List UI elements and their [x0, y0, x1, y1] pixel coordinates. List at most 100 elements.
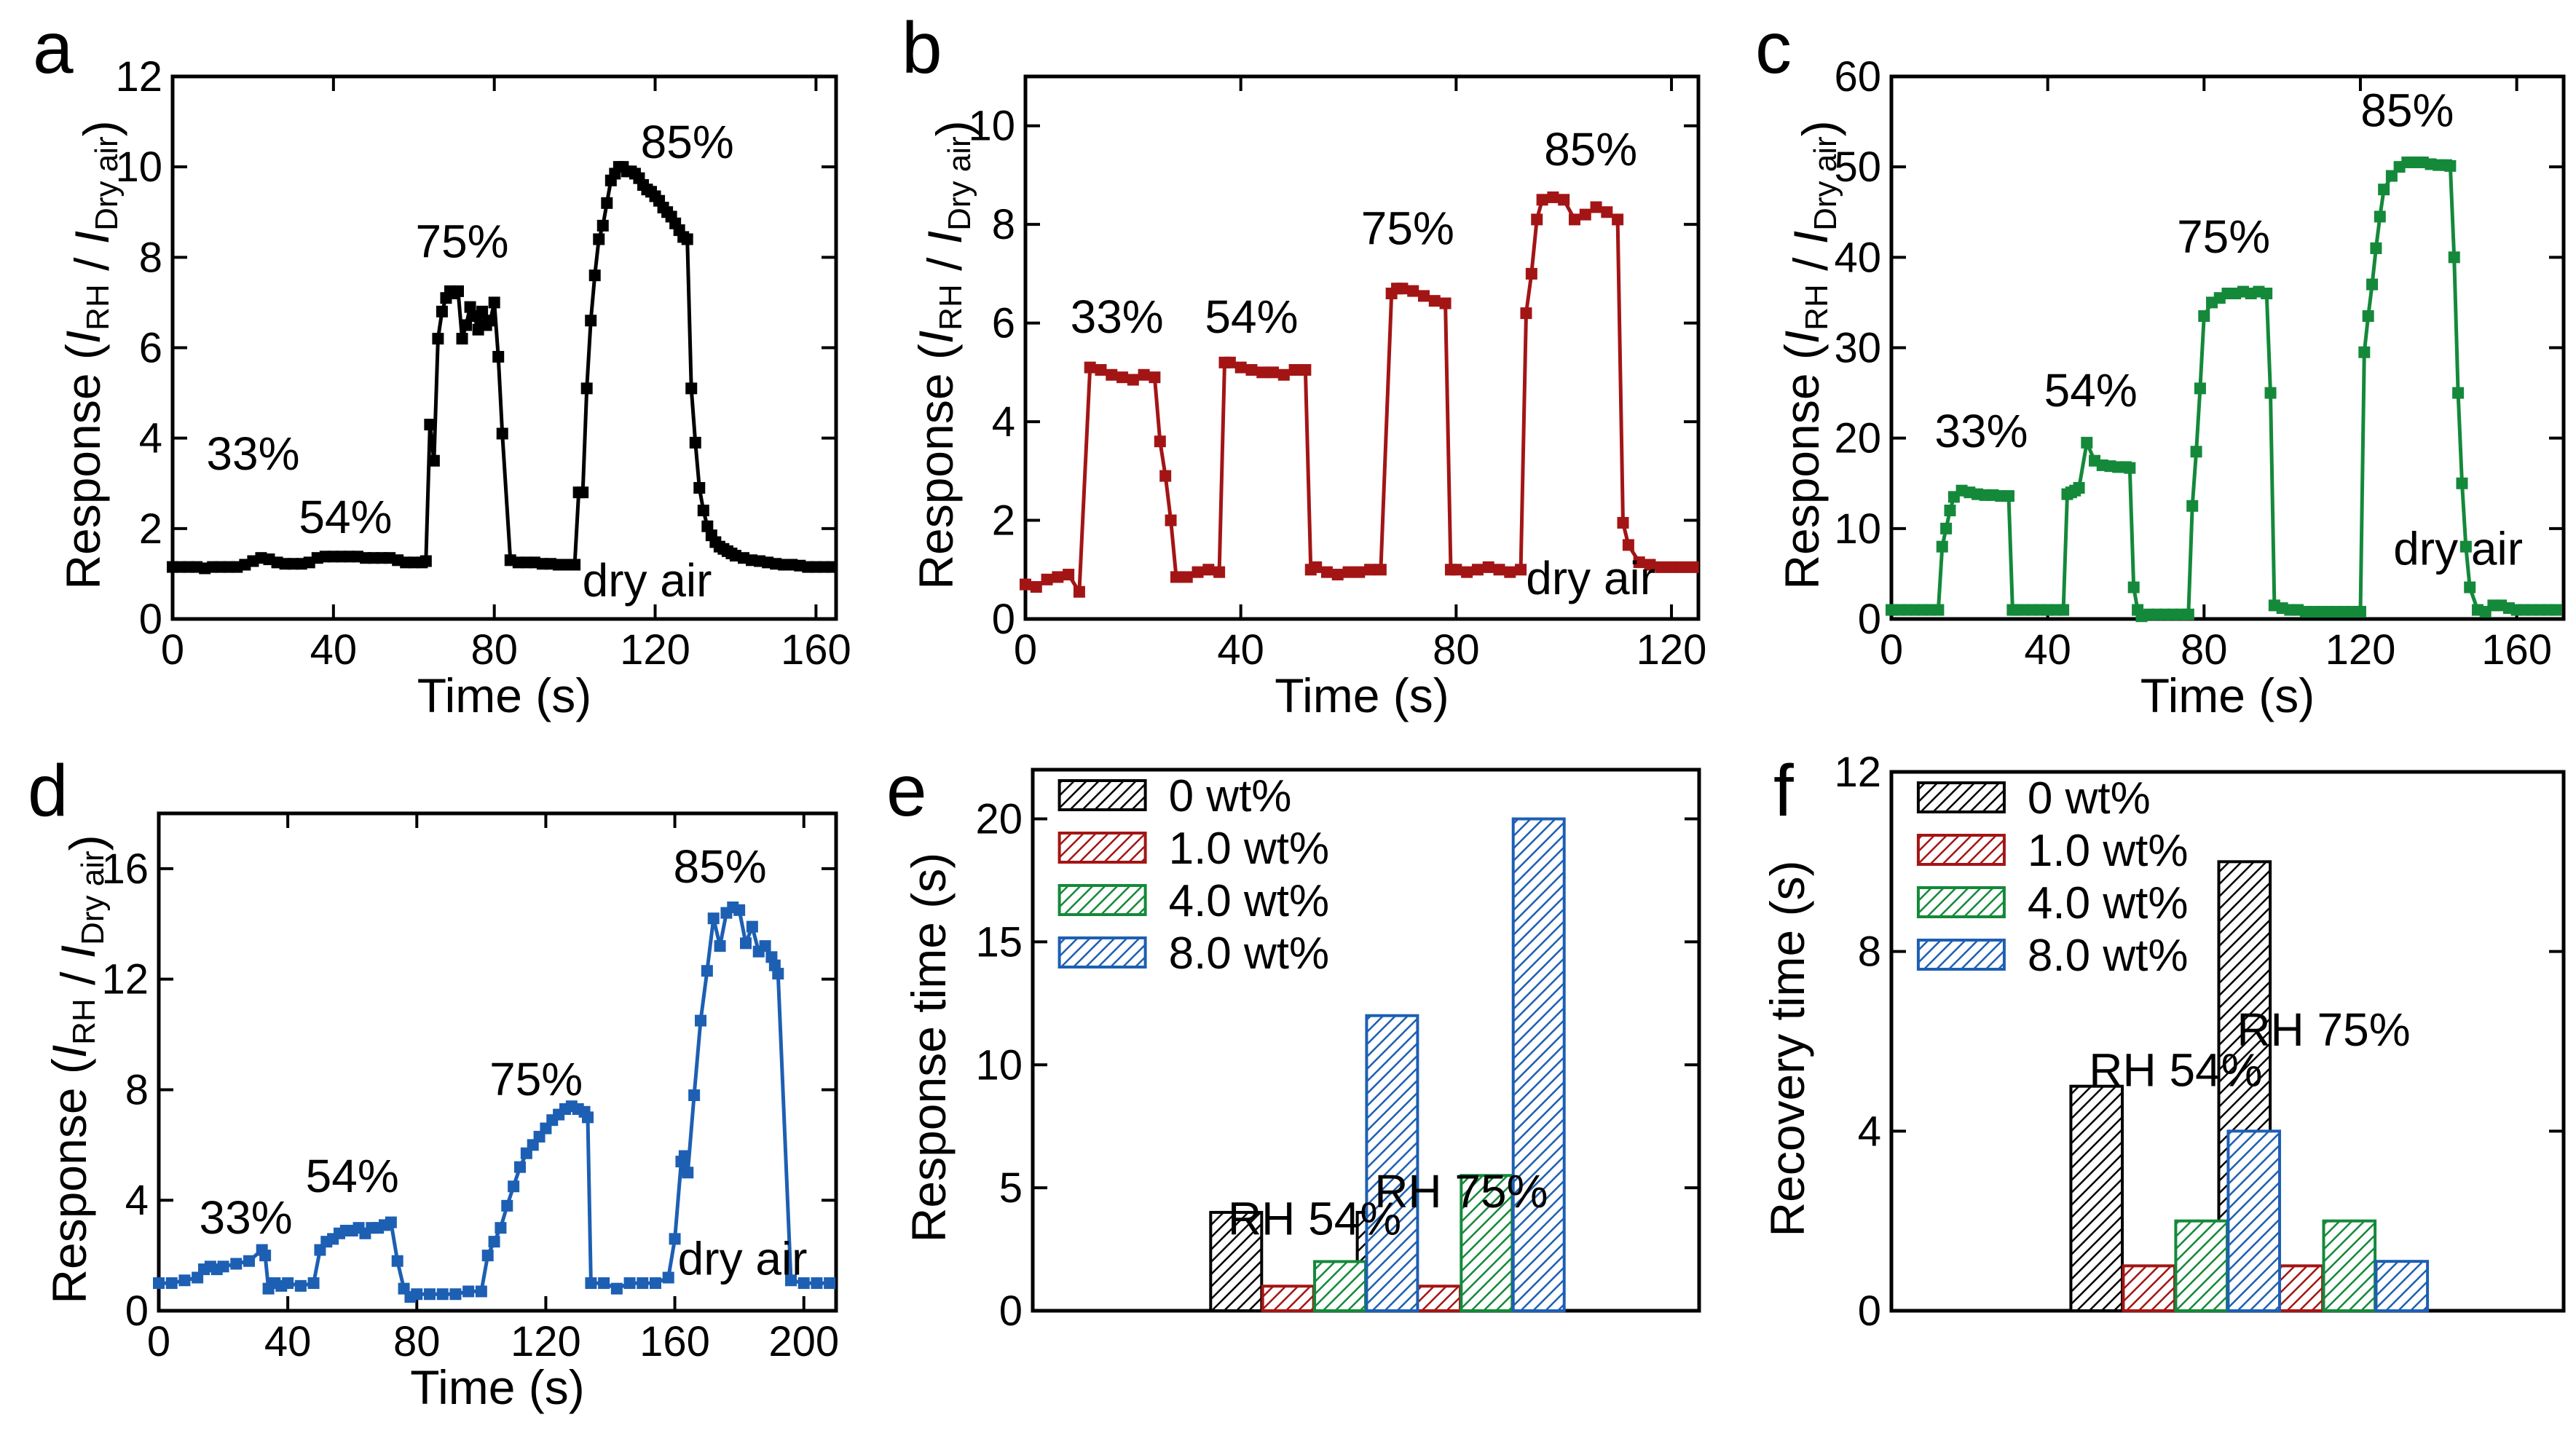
y-tick-label: 8	[139, 234, 162, 281]
data-point	[733, 904, 746, 916]
data-point	[2194, 382, 2206, 395]
x-tick-label: 0	[161, 626, 184, 674]
data-point	[420, 555, 432, 567]
data-point	[1116, 371, 1129, 384]
annotation-label: 54%	[2044, 364, 2138, 417]
data-point	[2073, 481, 2085, 494]
annotation-label: RH 54%	[1228, 1192, 1401, 1244]
x-tick-label: 160	[2481, 626, 2552, 674]
legend-swatch	[1057, 936, 1147, 968]
data-point	[1374, 564, 1387, 576]
data-point	[681, 233, 693, 245]
y-tick-label: 8	[125, 1066, 149, 1113]
data-point	[1666, 561, 1678, 573]
data-point	[1288, 363, 1301, 376]
data-point	[307, 1277, 320, 1290]
data-point	[598, 1277, 610, 1290]
y-tick-label: 12	[101, 956, 149, 1003]
y-tick-label: 6	[992, 300, 1015, 347]
data-point	[1181, 571, 1193, 583]
bar	[1261, 1285, 1315, 1313]
y-tick-label: 5	[999, 1164, 1023, 1212]
y-axis-label: Response (IRH / IDry air)	[56, 120, 127, 589]
data-point	[1655, 561, 1667, 573]
x-tick-label: 120	[2325, 626, 2396, 674]
y-tick-label: 6	[139, 325, 162, 372]
data-point	[462, 1285, 475, 1298]
data-point	[481, 1250, 494, 1262]
y-tick-label: 2	[139, 505, 162, 553]
data-point	[797, 1277, 810, 1290]
data-point	[1106, 368, 1118, 381]
data-point	[2198, 310, 2210, 323]
data-point	[495, 1222, 507, 1234]
data-point	[811, 1277, 823, 1290]
data-point	[456, 333, 468, 345]
data-point	[1932, 604, 1945, 616]
data-point	[669, 1233, 681, 1245]
data-point	[1450, 564, 1462, 576]
data-point	[1063, 569, 1075, 581]
y-tick-label: 10	[1834, 505, 1881, 553]
data-point	[2261, 288, 2273, 299]
annotation-label: 75%	[415, 215, 508, 267]
y-tick-label: 10	[115, 143, 162, 191]
y-tick-label: 0	[1858, 1287, 1881, 1335]
data-point	[1052, 571, 1064, 583]
panel-c: c 0 10 20 30 40 50 60 0 40 80 120 160 33% 54% 75% 85% dry…	[1755, 7, 2566, 722]
panel-label: a	[33, 7, 74, 89]
legend-label: 0 wt%	[2028, 773, 2151, 824]
bar	[2322, 1219, 2377, 1312]
data-point	[707, 912, 720, 925]
data-point	[1159, 470, 1172, 482]
bar	[2122, 1264, 2177, 1313]
data-point	[697, 505, 709, 516]
data-point	[2550, 604, 2562, 616]
y-tick-label: 30	[1834, 325, 1881, 372]
data-point	[1245, 363, 1258, 376]
data-point	[772, 968, 784, 980]
x-tick-label: 40	[1217, 626, 1264, 674]
data-point	[2190, 446, 2202, 458]
data-point	[1353, 566, 1366, 578]
data-point	[1041, 573, 1053, 585]
y-tick-label: 8	[1858, 928, 1881, 976]
annotation-label: 75%	[489, 1053, 583, 1105]
data-point	[1020, 578, 1031, 591]
data-point	[2464, 581, 2476, 593]
annotation-label: RH 75%	[2237, 1003, 2410, 1056]
x-tick-label: 40	[310, 626, 358, 674]
annotation-label: 54%	[1205, 291, 1298, 343]
y-axis-label: Response (IRH / IDry air)	[42, 835, 114, 1303]
data-point	[1407, 285, 1419, 297]
data-point	[1310, 561, 1323, 573]
data-point	[385, 1216, 397, 1228]
y-tick-label: 10	[968, 103, 1015, 150]
data-point	[496, 427, 508, 440]
y-axis-label: Recovery time (s)	[1760, 860, 1814, 1236]
data-point	[464, 301, 476, 313]
y-tick-label: 20	[975, 796, 1023, 843]
data-point	[1617, 516, 1629, 529]
data-point	[1515, 564, 1527, 576]
annotation-label: 33%	[206, 427, 299, 480]
annotation-label: 85%	[2360, 84, 2454, 136]
data-point	[1154, 435, 1166, 448]
data-point	[1439, 297, 1452, 309]
data-point	[1030, 580, 1042, 593]
data-point	[391, 1255, 403, 1267]
data-point	[2081, 436, 2093, 449]
x-tick-label: 40	[2024, 626, 2071, 674]
y-tick-label: 2	[992, 497, 1015, 545]
data-point	[1418, 290, 1430, 302]
data-point	[585, 315, 597, 327]
data-point	[740, 937, 752, 950]
data-point	[484, 315, 497, 327]
data-point	[678, 1150, 690, 1162]
data-point	[693, 481, 706, 494]
y-tick-label: 0	[992, 596, 1015, 643]
data-point	[2366, 278, 2379, 291]
panel-label: f	[1773, 750, 1794, 832]
data-point	[1601, 206, 1613, 218]
